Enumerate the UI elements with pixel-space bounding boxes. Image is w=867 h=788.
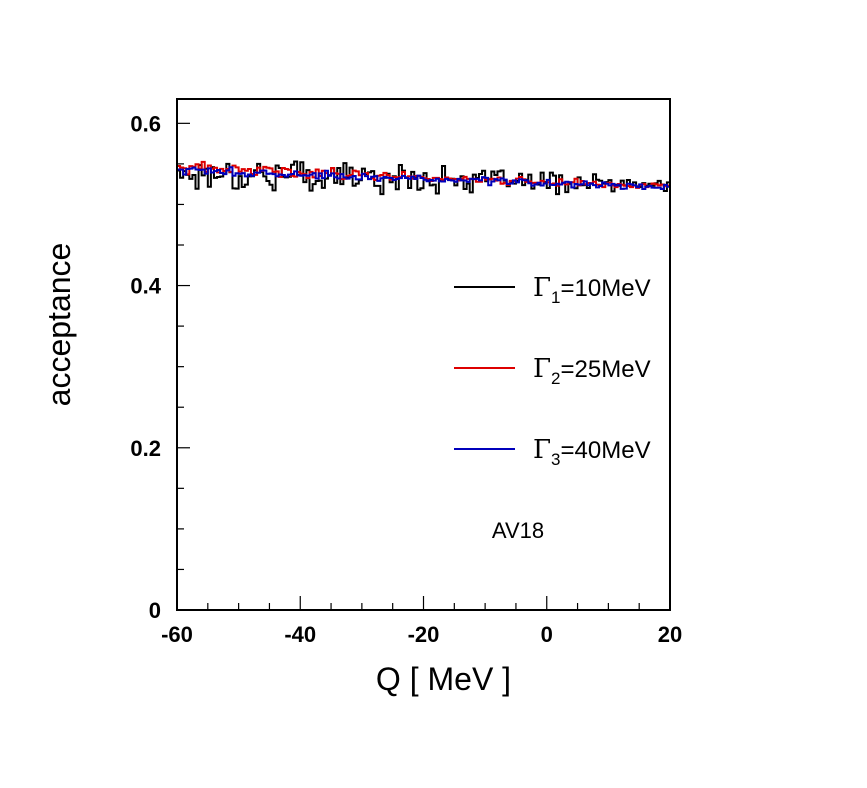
series-layer [176, 160, 671, 610]
legend-label-1: Γ1=10MeV [533, 273, 651, 307]
y-tick-label: 0 [149, 598, 161, 623]
x-tick-label: -60 [161, 622, 193, 647]
x-axis-title: Q [ MeV ] [376, 661, 511, 697]
legend: Γ1=10MeV Γ2=25MeV Γ3=40MeV [454, 273, 651, 469]
x-tick-label: 20 [658, 622, 682, 647]
axes-layer: 0 0.2 0.4 0.6 -60 -40 -20 0 20 [130, 111, 682, 647]
legend-label-3: Γ3=40MeV [533, 435, 651, 469]
y-axis-title: acceptance [41, 243, 77, 407]
x-tick-label: 0 [541, 622, 553, 647]
x-tick-label: -40 [284, 622, 316, 647]
y-tick-label: 0.4 [130, 274, 161, 299]
x-tick-label: -20 [408, 622, 440, 647]
y-tick-label: 0.2 [130, 436, 161, 461]
model-annotation: AV18 [492, 518, 544, 543]
legend-label-2: Γ2=25MeV [533, 354, 651, 388]
y-tick-label: 0.6 [130, 111, 161, 136]
series-line-3 [176, 166, 671, 610]
